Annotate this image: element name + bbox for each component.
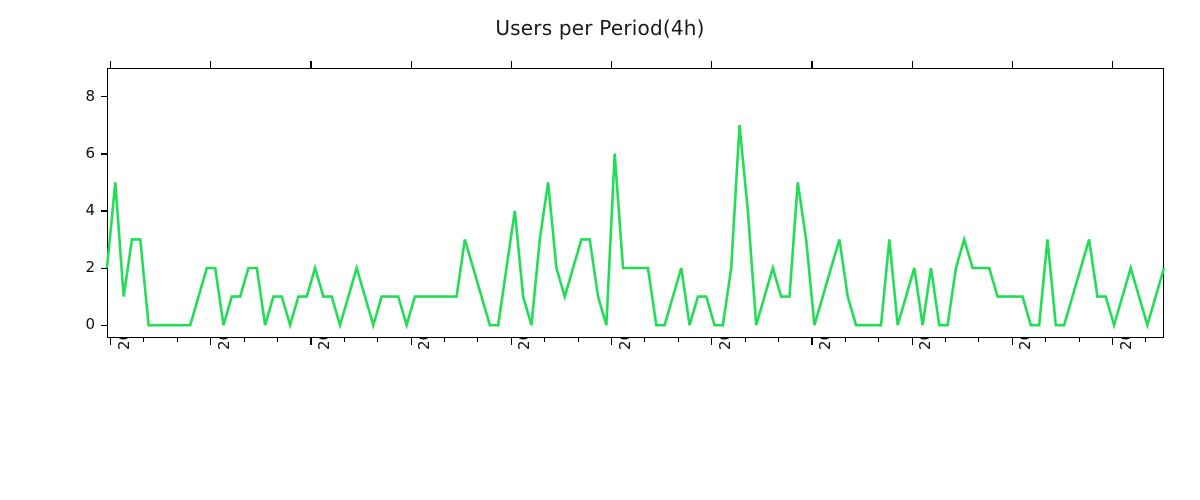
x-tick-mark-major [1011,338,1013,345]
plot-frame [107,68,1164,338]
x-tick-mark-minor [277,338,279,342]
x-tick-mark-minor [544,338,546,342]
x-tick-mark-major [811,338,813,345]
y-tick-label: 2 [85,258,95,276]
y-tick-label: 4 [85,200,95,219]
data-series-line [105,125,1166,330]
x-tick-mark-minor [1045,338,1047,342]
x-tick-mark-minor [343,338,345,342]
plot-area [105,68,1166,338]
x-tick-mark-minor [878,338,880,342]
page-title: Users per Period(4h) [495,16,705,40]
x-tick-mark-minor [143,338,145,342]
x-tick-mark-minor [1078,338,1080,342]
x-tick-mark-major [1111,338,1114,345]
x-tick-mark-major [109,338,112,345]
x-tick-mark-minor [176,338,178,342]
x-tick-mark-major [711,338,713,345]
x-tick-mark-minor [744,338,746,342]
y-tick-label: 0 [85,315,95,334]
x-tick-mark-top [610,61,613,68]
x-tick-mark-minor [1145,338,1147,342]
x-tick-mark-minor [577,338,579,342]
x-tick-mark-major [610,338,613,345]
x-tick-mark-major [310,338,312,345]
series-path [105,125,1166,330]
y-tick-mark [101,267,107,269]
y-tick-mark [101,153,107,155]
x-tick-mark-top [510,61,512,68]
x-tick-mark-major [911,338,913,345]
x-tick-mark-major [210,338,212,345]
y-tick-mark [101,210,107,212]
x-tick-mark-minor [945,338,947,342]
y-tick-mark [101,324,107,326]
x-tick-mark-minor [444,338,446,342]
x-tick-mark-minor [677,338,679,342]
x-tick-mark-top [210,61,212,68]
x-tick-mark-top [711,61,713,68]
x-tick-mark-major [510,338,512,345]
x-tick-mark-minor [844,338,846,342]
x-tick-mark-minor [377,338,379,342]
x-tick-mark-top [1111,61,1114,68]
x-tick-mark-minor [644,338,646,342]
x-tick-mark-minor [778,338,780,342]
x-tick-mark-top [310,61,312,68]
x-tick-mark-top [811,61,813,68]
x-tick-mark-major [410,338,412,345]
x-tick-mark-top [911,61,913,68]
x-tick-mark-top [410,61,412,68]
x-tick-mark-top [109,61,112,68]
x-tick-mark-top [1011,61,1013,68]
y-tick-label: 6 [85,143,95,162]
x-tick-mark-minor [477,338,479,342]
x-tick-mark-minor [978,338,980,342]
x-tick-mark-minor [243,338,245,342]
y-tick-label: 8 [85,86,95,105]
y-tick-mark [101,96,107,98]
